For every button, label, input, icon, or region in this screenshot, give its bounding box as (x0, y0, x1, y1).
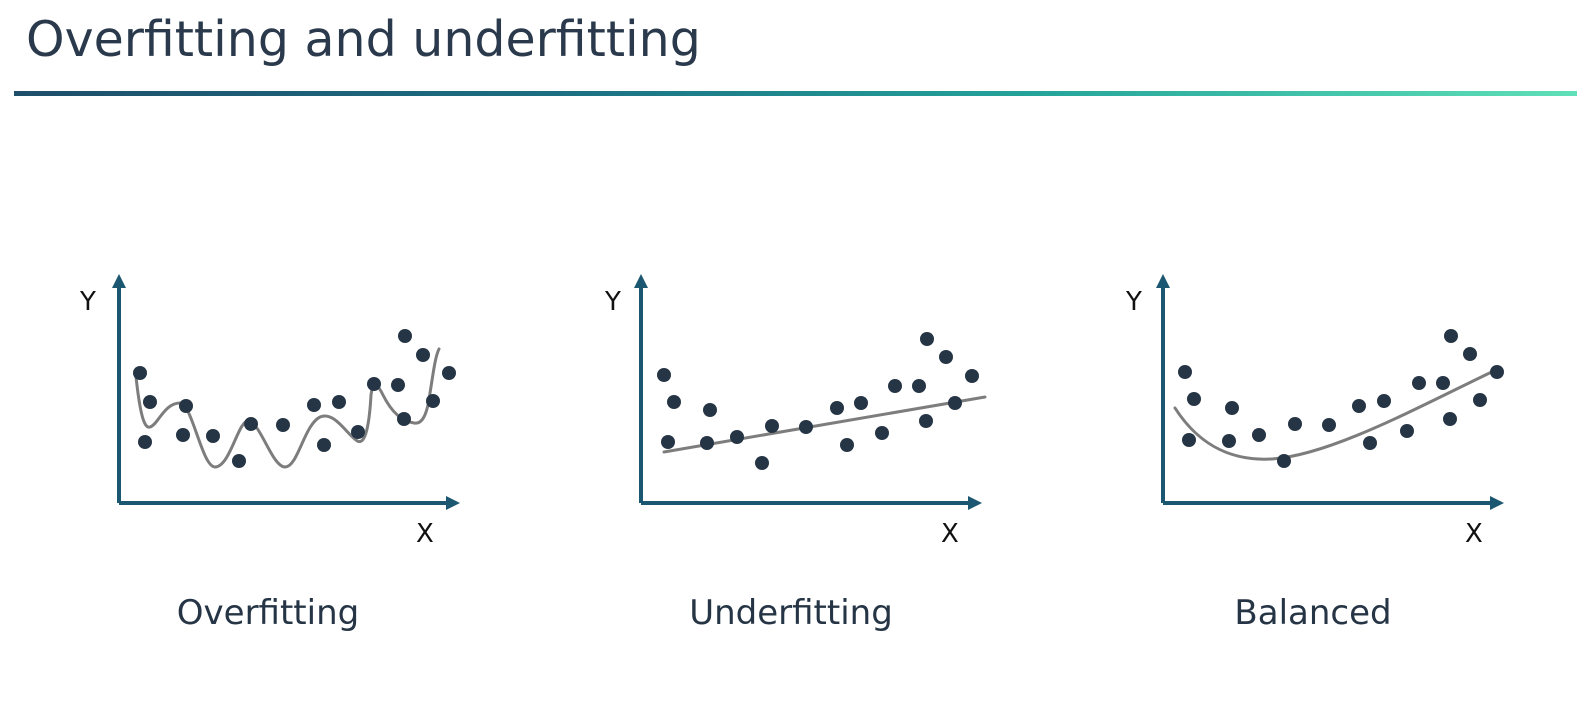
data-point (179, 399, 193, 413)
data-point (276, 418, 290, 432)
data-point (391, 378, 405, 392)
data-point (1363, 436, 1377, 450)
data-point (426, 394, 440, 408)
data-point (397, 412, 411, 426)
x-axis-label: X (1465, 519, 1483, 549)
data-point (700, 436, 714, 450)
data-point (1490, 365, 1504, 379)
data-point (1187, 392, 1201, 406)
data-point (939, 350, 953, 364)
data-point (661, 435, 675, 449)
data-point (1178, 365, 1192, 379)
data-point (206, 429, 220, 443)
data-point (1322, 418, 1336, 432)
data-point (133, 366, 147, 380)
data-point (416, 348, 430, 362)
y-axis-label: Y (605, 287, 621, 317)
data-point (920, 332, 934, 346)
data-point (703, 403, 717, 417)
overfitting-caption: Overfitting (176, 593, 360, 633)
data-point (1277, 454, 1291, 468)
data-point (1400, 424, 1414, 438)
axes (634, 274, 982, 510)
data-point (799, 420, 813, 434)
x-axis-arrowhead (1490, 496, 1504, 510)
data-point (1436, 376, 1450, 390)
data-point (765, 419, 779, 433)
balanced-diagram: Y X (1102, 255, 1522, 555)
data-point (307, 398, 321, 412)
data-point (1377, 394, 1391, 408)
data-point (1463, 347, 1477, 361)
y-axis-label: Y (80, 287, 96, 317)
data-point (912, 379, 926, 393)
balanced-caption: Balanced (1234, 593, 1392, 633)
y-axis-label: Y (1126, 287, 1142, 317)
data-point (232, 454, 246, 468)
data-point (398, 329, 412, 343)
data-point (755, 456, 769, 470)
data-point (1473, 393, 1487, 407)
data-point (1444, 329, 1458, 343)
x-axis-label: X (941, 519, 959, 549)
data-points (657, 332, 979, 470)
underfitting-plot (634, 274, 987, 510)
underfitting-diagram: Y X (580, 255, 1000, 555)
x-axis-label: X (416, 519, 434, 549)
data-point (840, 438, 854, 452)
data-point (1182, 433, 1196, 447)
data-point (351, 425, 365, 439)
data-point (854, 396, 868, 410)
data-point (830, 401, 844, 415)
data-point (1252, 428, 1266, 442)
title-divider (14, 91, 1577, 96)
data-points (133, 329, 456, 468)
x-axis-arrowhead (446, 496, 460, 510)
data-point (244, 417, 258, 431)
data-point (919, 414, 933, 428)
slide-title: Overfitting and underfitting (26, 11, 701, 68)
data-point (143, 395, 157, 409)
fit-line (662, 395, 987, 454)
data-point (1288, 417, 1302, 431)
data-point (1443, 412, 1457, 426)
y-axis-arrowhead (634, 274, 648, 288)
data-points (1178, 329, 1504, 468)
data-point (1222, 434, 1236, 448)
underfitting-caption: Underfitting (689, 593, 893, 633)
overfitting-diagram: Y X (58, 255, 478, 555)
data-point (442, 366, 456, 380)
axes (1156, 274, 1504, 510)
data-point (875, 426, 889, 440)
data-point (138, 435, 152, 449)
data-point (888, 379, 902, 393)
y-axis-arrowhead (112, 274, 126, 288)
data-point (332, 395, 346, 409)
x-axis-arrowhead (968, 496, 982, 510)
data-point (176, 428, 190, 442)
data-point (1352, 399, 1366, 413)
data-point (667, 395, 681, 409)
data-point (1412, 376, 1426, 390)
data-point (965, 369, 979, 383)
data-point (948, 396, 962, 410)
data-point (367, 377, 381, 391)
data-point (1225, 401, 1239, 415)
balanced-plot (1156, 274, 1504, 510)
data-point (730, 430, 744, 444)
data-point (317, 438, 331, 452)
y-axis-arrowhead (1156, 274, 1170, 288)
overfitting-plot (112, 274, 460, 510)
data-point (657, 368, 671, 382)
axes (112, 274, 460, 510)
